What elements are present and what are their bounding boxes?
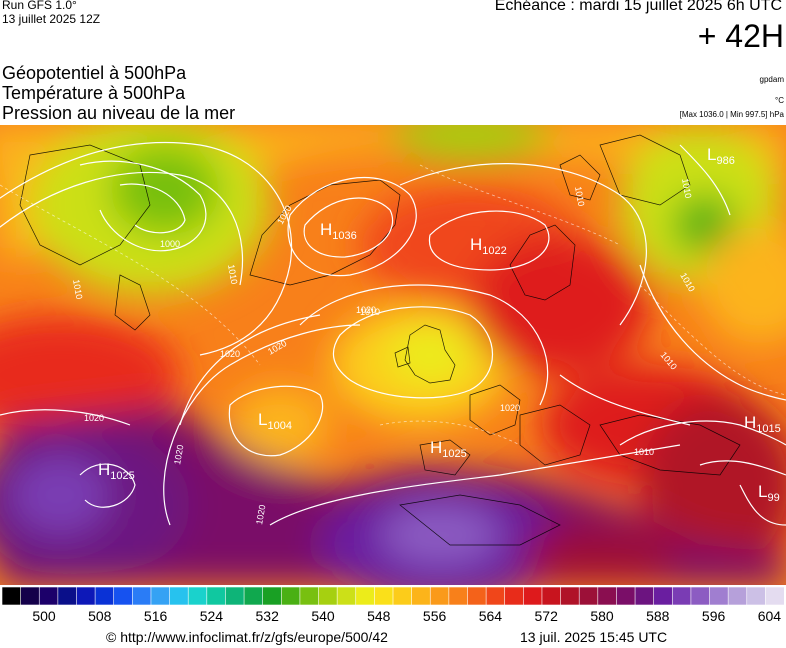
colorbar-cell — [448, 587, 469, 605]
colorbar-cell — [169, 587, 189, 605]
colorbar-cell — [187, 587, 208, 605]
colorbar-cell — [374, 587, 394, 605]
colorbar-tick-label: 508 — [88, 608, 112, 624]
colorbar-cell — [523, 587, 543, 605]
colorbar-cell — [485, 587, 506, 605]
isobar-label: 1010 — [634, 447, 654, 457]
colorbar-cell — [690, 587, 711, 605]
colorbar-tick-label: 524 — [199, 608, 224, 624]
param-temperature: Température à 500hPa — [2, 83, 186, 103]
colorbar-tick-label: 596 — [701, 608, 726, 624]
colorbar-cell — [653, 587, 674, 605]
param-pressure: Pression au niveau de la mer — [2, 103, 236, 123]
colorbar-tick-label: 564 — [478, 608, 503, 624]
colorbar-tick-label: 516 — [143, 608, 168, 624]
colorbar-cell — [411, 587, 432, 605]
colorbar-tick-label: 532 — [255, 608, 279, 624]
colorbar-cell — [94, 587, 115, 605]
colorbar-cell — [429, 587, 450, 605]
colorbar-cell — [132, 587, 152, 605]
high-center-label: H1015 — [744, 413, 781, 435]
low-center-label: L1004 — [258, 410, 292, 432]
colorbar-cell — [2, 587, 22, 605]
colorbar-tick-label: 500 — [32, 608, 56, 624]
isobar-label: 1020 — [172, 444, 185, 465]
isobar-label: 1020 — [84, 413, 104, 423]
colorbar-tick-label: 548 — [367, 608, 391, 624]
generated-time: 13 juil. 2025 15:45 UTC — [520, 629, 668, 645]
pressure-range: [Max 1036.0 | Min 997.5] hPa — [679, 110, 784, 119]
colorbar-cell — [578, 587, 599, 605]
high-center-label: H1025 — [430, 438, 467, 460]
isobar-label: 1020 — [356, 305, 376, 315]
colorbar-tick-label: 556 — [422, 608, 447, 624]
low-center-label: L986 — [707, 145, 735, 167]
colorbar-tick-label: 588 — [646, 608, 670, 624]
param-geopotential: Géopotentiel à 500hPa — [2, 63, 187, 83]
pressure-centers: H1036 H1022 L986 L1004 H1025 H1025 H1015… — [98, 145, 781, 504]
coastlines — [19, 134, 741, 546]
run-date: 13 juillet 2025 12Z — [2, 12, 101, 26]
high-center-label: H1022 — [470, 235, 507, 257]
valid-time-label: Echéance : mardi 15 juillet 2025 6h UTC — [494, 0, 782, 14]
isobar-label: 1020 — [254, 504, 267, 525]
colorbar-cell — [38, 587, 59, 605]
colorbar-cell — [765, 587, 784, 605]
colorbar-cell — [746, 587, 767, 605]
colorbar-tick-label: 540 — [311, 608, 335, 624]
colorbar-tick-label: 604 — [757, 608, 782, 624]
colorbar-cell — [597, 587, 618, 605]
colorbar-cell — [709, 587, 729, 605]
isobar-label: 1020 — [500, 403, 520, 413]
isobars — [0, 141, 786, 526]
colorbar-cell — [727, 587, 748, 605]
unit-geopotential: gpdam — [759, 75, 784, 84]
colorbar-cell — [560, 587, 580, 605]
colorbar-cell — [392, 587, 413, 605]
colorbar-tick-label: 580 — [590, 608, 614, 624]
isobar-label: 1020 — [220, 349, 240, 359]
high-center-label: H1025 — [98, 460, 135, 482]
isobar-label: 1000 — [160, 239, 180, 249]
run-title: Run GFS 1.0° — [2, 0, 77, 12]
colorbar-cell — [318, 587, 338, 605]
temperature-isotherms — [0, 164, 786, 446]
colorbar-cell — [57, 587, 78, 605]
colorbar-cell — [206, 587, 227, 605]
lead-time: + 42H — [697, 18, 784, 54]
temperature-field — [0, 125, 786, 585]
isobar-label: 1010 — [360, 307, 380, 317]
colorbar-cell — [150, 587, 171, 605]
colorbar-cell — [355, 587, 376, 605]
colorbar-cell — [225, 587, 245, 605]
colorbar-cell — [504, 587, 525, 605]
colorbar-cell — [467, 587, 487, 605]
source-url: © http://www.infoclimat.fr/z/gfs/europe/… — [106, 629, 388, 645]
colorbar-tick-label: 572 — [534, 608, 558, 624]
high-center-label: H1036 — [320, 220, 357, 242]
colorbar-cell — [671, 587, 692, 605]
low-center-label: L99 — [758, 482, 780, 504]
weather-map: H1036 H1022 L986 L1004 H1025 H1025 H1015… — [0, 125, 786, 585]
unit-temperature: °C — [775, 96, 784, 105]
colorbar-cell — [634, 587, 655, 605]
colorbar-cell — [20, 587, 41, 605]
isobar-label: 1010 — [680, 178, 693, 199]
colorbar-cell — [616, 587, 636, 605]
colorbar-cell — [541, 587, 562, 605]
isobar-label: 1010 — [226, 264, 239, 285]
colorbar — [2, 587, 784, 605]
colorbar-cell — [280, 587, 301, 605]
colorbar-cell — [336, 587, 357, 605]
colorbar-cell — [76, 587, 96, 605]
colorbar-cell — [299, 587, 320, 605]
colorbar-cell — [262, 587, 283, 605]
isobar-label: 1010 — [573, 186, 586, 207]
isobar-label: 1010 — [71, 279, 84, 300]
colorbar-cell — [113, 587, 134, 605]
colorbar-cell — [243, 587, 264, 605]
